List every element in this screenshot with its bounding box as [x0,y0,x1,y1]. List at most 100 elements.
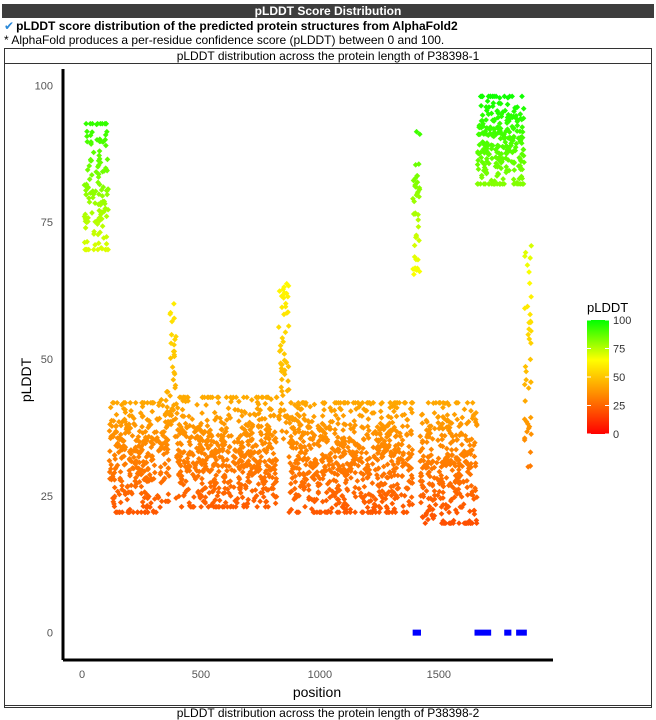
data-point [302,503,308,510]
data-point [417,448,424,455]
data-point [205,503,212,510]
data-point [419,420,426,427]
data-point [128,482,135,489]
data-point [426,503,433,510]
data-point [262,440,268,446]
data-point [204,454,211,461]
data-point [451,411,458,418]
data-point [352,456,358,463]
data-point [308,496,315,503]
data-point [230,453,237,459]
data-point [337,405,343,412]
highlight-segment [504,629,512,636]
data-point [306,419,312,425]
data-point [334,434,341,441]
data-point [413,232,420,239]
data-point [347,421,353,428]
data-point [262,503,269,510]
data-point [165,465,172,471]
data-point [346,448,353,455]
data-point [528,340,534,347]
data-point [437,495,444,502]
data-point [113,429,120,435]
data-point [323,497,330,504]
data-point [197,434,204,441]
data-point [326,461,332,468]
y-tick-label: 100 [35,80,53,92]
data-point [231,484,237,491]
data-point [453,399,460,406]
data-point [377,420,384,427]
data-point [222,499,229,506]
data-point [165,491,172,497]
data-point [176,493,182,500]
data-point [461,450,468,456]
data-point [286,454,292,460]
data-point [328,457,334,464]
data-point [179,406,186,413]
data-point [476,142,483,148]
data-point [296,492,302,499]
data-point [277,342,284,349]
data-point [215,399,222,406]
data-point [478,154,485,161]
data-point [387,404,393,411]
data-point [272,500,279,507]
data-point [399,437,406,444]
data-point [310,509,317,516]
data-point [526,336,533,342]
data-point [315,489,322,495]
data-point [283,429,290,435]
data-point [370,444,377,451]
data-point [515,135,522,142]
data-point [431,512,438,519]
data-point [327,418,334,425]
data-point [184,468,190,474]
data-point [99,193,106,199]
data-point [358,490,364,497]
data-point [418,412,425,418]
data-point [110,498,117,505]
data-point [519,93,525,100]
data-point [458,493,465,500]
data-point [96,152,102,159]
data-point [141,509,148,516]
data-point [440,404,446,411]
data-point [288,433,294,440]
data-point [127,399,134,406]
data-point [369,410,375,416]
data-point [351,418,358,424]
data-point [102,132,109,138]
data-point [164,437,171,444]
data-point [382,496,389,502]
data-point [282,329,289,336]
data-point [162,411,169,417]
data-point [173,333,179,340]
data-point [436,425,442,432]
highlight-segment [474,629,492,636]
data-point [293,465,300,471]
data-point [215,489,222,495]
data-point [294,440,300,447]
data-point [468,408,474,414]
data-point [122,430,129,436]
data-point [509,123,515,130]
data-point [226,444,233,451]
data-point [456,520,462,527]
data-point [454,491,460,497]
data-point [380,463,387,470]
y-tick-label: 50 [41,354,53,366]
data-point [216,497,223,504]
data-point [454,476,460,483]
data-point [444,417,451,423]
data-point [302,450,308,457]
data-point [183,478,189,485]
data-point [355,443,362,450]
data-point [108,476,115,483]
data-point [82,246,88,253]
data-point [99,223,106,229]
data-point [197,441,203,448]
data-point [165,498,172,505]
data-point [366,498,372,505]
data-point [234,439,241,445]
